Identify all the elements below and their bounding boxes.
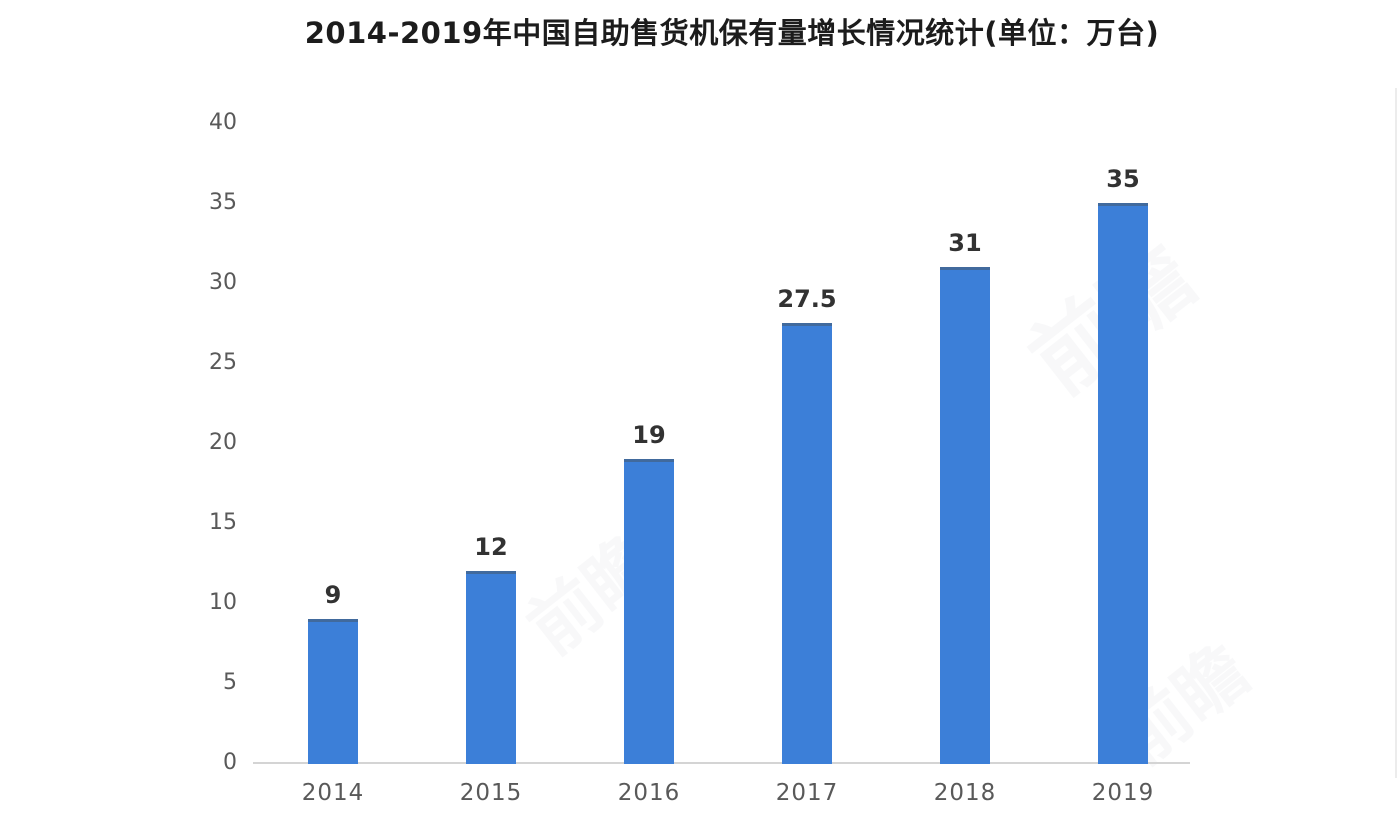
y-tick-label-0: 0	[223, 750, 237, 775]
bar-value-label-2018: 31	[948, 229, 982, 257]
bar-2014	[308, 619, 358, 764]
y-tick-label-30: 30	[209, 270, 237, 295]
x-axis-line	[253, 762, 1190, 764]
bar-2016	[624, 459, 674, 764]
bar-value-label-2019: 35	[1106, 165, 1140, 193]
bar-value-label-2016: 19	[632, 421, 666, 449]
y-tick-label-5: 5	[223, 670, 237, 695]
x-axis-label-2018: 2018	[933, 780, 997, 806]
x-axis-label-2016: 2016	[617, 780, 681, 806]
x-axis-label-2017: 2017	[775, 780, 839, 806]
y-tick-label-15: 15	[209, 510, 237, 535]
bar-2017	[782, 323, 832, 764]
bar-2015	[466, 571, 516, 764]
bar-value-label-2014: 9	[324, 581, 342, 609]
chart-title: 2014-2019年中国自助售货机保有量增长情况统计(单位：万台)	[304, 16, 1160, 50]
y-tick-label-35: 35	[209, 190, 237, 215]
bar-2018	[940, 267, 990, 764]
y-tick-label-40: 40	[209, 110, 237, 135]
x-axis-label-2014: 2014	[301, 780, 365, 806]
right-edge-artifact-line	[1395, 88, 1397, 778]
x-axis-label-2019: 2019	[1091, 780, 1155, 806]
y-tick-label-25: 25	[209, 350, 237, 375]
y-tick-label-10: 10	[209, 590, 237, 615]
x-axis-label-2015: 2015	[459, 780, 523, 806]
bar-value-label-2015: 12	[474, 533, 508, 561]
bar-2019	[1098, 203, 1148, 764]
bar-value-label-2017: 27.5	[777, 285, 837, 313]
y-tick-label-20: 20	[209, 430, 237, 455]
